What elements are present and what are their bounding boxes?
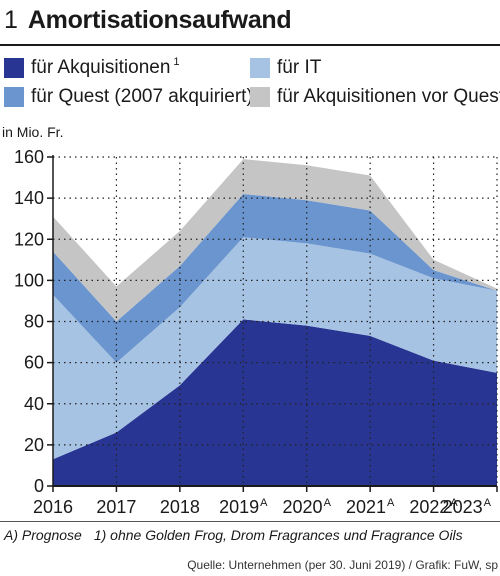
legend-swatch-pre-quest — [250, 87, 270, 107]
legend-label-acquisitions: für Akquisitionen — [31, 57, 171, 78]
area-quest — [53, 194, 497, 363]
legend-item-pre-quest: für Akquisitionen vor Quest — [250, 86, 500, 108]
area-pre — [53, 159, 497, 322]
x-tick-superscript-2022: A — [450, 497, 458, 509]
x-tick-label-2023: 2023A — [443, 497, 492, 517]
legend-superscript-acquisitions: 1 — [173, 56, 180, 68]
x-tick-superscript-2019: A — [260, 497, 268, 509]
y-tick-label-160: 160 — [14, 147, 44, 167]
legend-label-pre-quest: für Akquisitionen vor Quest — [277, 86, 500, 107]
legend-item-it: für IT — [250, 57, 321, 79]
y-tick-label-80: 80 — [24, 312, 44, 332]
legend-label-it: für IT — [277, 57, 322, 78]
x-tick-label-2016: 2016 — [33, 497, 73, 517]
legend-swatch-it — [250, 58, 270, 78]
figure-title-row: 1 Amortisationsaufwand — [4, 6, 292, 38]
source-credit: Quelle: Unternehmen (per 30. Juni 2019) … — [187, 558, 498, 572]
area-it — [53, 237, 497, 460]
y-tick-label-140: 140 — [14, 188, 44, 208]
x-tick-label-2022: 2022A — [409, 497, 458, 517]
x-tick-label-2020: 2020A — [283, 497, 332, 517]
legend-swatch-quest — [4, 87, 24, 107]
legend-label-quest: für Quest (2007 akquiriert) — [31, 86, 253, 107]
legend-swatch-acquisitions — [4, 58, 24, 78]
footer-rule — [0, 521, 500, 522]
legend-item-quest: für Quest (2007 akquiriert) — [4, 86, 253, 108]
figure-title: Amortisationsaufwand — [27, 6, 292, 34]
x-tick-label-2021: 2021A — [346, 497, 395, 517]
footnote-exclusions: 1) ohne Golden Frog, Drom Fragrances und… — [93, 527, 463, 543]
x-tick-superscript-2020: A — [324, 497, 332, 509]
x-tick-label-2018: 2018 — [160, 497, 200, 517]
x-tick-superscript-2021: A — [387, 497, 395, 509]
legend-item-acquisitions: für Akquisitionen 1 — [4, 56, 180, 79]
title-rule — [0, 44, 500, 46]
chart-axes — [47, 155, 498, 492]
figure-number: 1 — [4, 6, 18, 34]
y-tick-label-100: 100 — [14, 270, 44, 290]
y-tick-label-20: 20 — [24, 435, 44, 455]
chart-gridlines — [53, 156, 498, 486]
x-tick-superscript-2023: A — [484, 497, 492, 509]
y-tick-label-0: 0 — [34, 476, 44, 496]
y-tick-label-120: 120 — [14, 229, 44, 249]
y-tick-labels: 0 20 40 60 80 100 120 140 160 — [14, 147, 44, 496]
footnote: A) Prognose 1) ohne Golden Frog, Drom Fra… — [4, 527, 463, 543]
x-tick-label-2019: 2019A — [219, 497, 268, 517]
y-axis-unit-label: in Mio. Fr. — [2, 124, 64, 140]
chart-areas — [53, 159, 497, 486]
y-tick-label-40: 40 — [24, 394, 44, 414]
footnote-forecast: A) Prognose — [4, 527, 82, 543]
x-tick-label-2017: 2017 — [96, 497, 136, 517]
y-tick-label-60: 60 — [24, 353, 44, 373]
